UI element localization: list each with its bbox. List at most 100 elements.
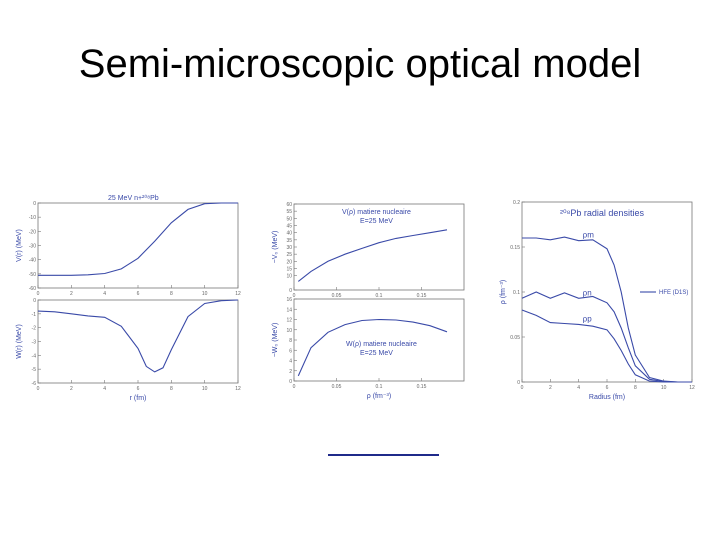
y-axis-label: ρ (fm⁻³) [500,280,507,304]
x-tick-label: 10 [202,386,208,392]
x-tick-label: 2 [549,385,552,391]
y-tick-label: -60 [29,286,36,292]
x-tick-label: 12 [689,385,695,391]
y-tick-label: 0 [289,288,292,294]
panel-title: 25 MeV n+²⁰⁸Pb [108,194,159,202]
series-label: ρn [583,288,592,297]
x-tick-label: 6 [606,385,609,391]
x-tick-label: 0.05 [332,293,342,299]
potential-radial-figure: 0 2 4 6 8 10 120-10-20-30-40-50-60V(r) (MeV)25… [16,194,241,402]
y-tick-label: 2 [289,369,292,375]
y-tick-label: -50 [29,272,36,278]
x-tick-label: 6 [137,386,140,392]
x-tick-label: 8 [634,385,637,391]
y-tick-label: 0.15 [510,245,520,251]
plot-frame [293,203,465,291]
radial-densities-panel: 0 2 4 6 8 10 12 0 0.05 0.1 0.15 0.2 ρ (fm⁻³) Radius (… [500,200,695,401]
y-tick-label: 35 [286,238,292,244]
series-line [38,202,238,276]
series-line [522,236,692,383]
slide-title: Semi-microscopic optical model [78,42,642,86]
y-tick-label: 16 [286,297,292,303]
y-tick-label: 8 [289,338,292,344]
plot-frame [37,299,239,384]
x-tick-label: 0 [293,384,296,390]
y-tick-label: -30 [29,244,36,250]
series-line [521,291,692,383]
y-tick-label: 50 [286,216,292,222]
x-tick-label: 0 [293,293,296,299]
x-tick-label: 0.1 [376,293,383,299]
x-tick-label: 4 [577,385,580,391]
panel-title: V(ρ) matiere nucleaire [342,209,411,216]
y-tick-label: -3 [32,340,37,346]
x-tick-label: 2 [70,291,73,297]
series-label: ρp [583,314,593,323]
y-tick-label: 0.2 [513,200,520,206]
y-tick-label: -4 [32,353,37,359]
y-tick-label: 0 [33,201,36,207]
y-tick-label: -10 [29,215,36,221]
y-tick-label: 12 [286,318,292,324]
blank-underline [328,454,439,456]
y-tick-label: 60 [286,202,292,208]
y-tick-label: 0 [517,380,520,386]
legend-label: HFE (D1S) [659,290,688,296]
y-tick-label: 0 [33,298,36,304]
y-tick-label: 6 [289,348,292,354]
x-tick-label: 10 [661,385,667,391]
real-potential-panel: 0 2 4 6 8 10 12 0 -10 -20 -30 -40 -50 -60 V(r) (MeV) 25… [16,194,241,297]
y-axis-label: −W₀ (MeV) [272,323,279,358]
series-line [297,229,448,282]
y-axis-label: W(r) (MeV) [16,324,23,359]
panel-title: W(ρ) matiere nucleaire [346,341,417,348]
y-tick-label: -20 [29,229,36,235]
y-axis-label: V(r) (MeV) [16,229,23,262]
y-tick-label: 55 [286,209,292,215]
y-tick-label: 40 [286,231,292,237]
series-line [37,299,239,373]
panel-subtitle: E=25 MeV [360,218,393,225]
x-tick-label: 8 [170,291,173,297]
x-tick-label: 0.05 [332,384,342,390]
x-tick-label: 6 [137,291,140,297]
panel-title: ²⁰⁸Pb radial densities [560,208,644,218]
y-tick-label: 45 [286,224,292,230]
x-axis-label: Radius (fm) [589,394,625,401]
x-tick-label: 0 [521,385,524,391]
x-tick-label: 4 [103,386,106,392]
y-tick-label: 20 [286,259,292,265]
x-tick-label: 0 [37,386,40,392]
x-tick-label: 0.15 [417,293,427,299]
x-tick-label: 10 [202,291,208,297]
x-axis-label: ρ (fm⁻³) [367,393,391,400]
y-tick-label: -40 [29,258,36,264]
y-tick-label: 14 [286,307,292,313]
series-label: ρm [583,231,595,240]
y-tick-label: 30 [286,245,292,251]
x-tick-label: 12 [235,291,241,297]
series-line [297,318,448,377]
y-tick-label: 25 [286,252,292,258]
y-tick-label: 10 [286,328,292,334]
x-tick-label: 8 [170,386,173,392]
y-axis-label: −V₀ (MeV) [272,231,279,264]
y-tick-label: 0 [289,379,292,385]
x-tick-label: 0.15 [417,384,427,390]
y-tick-label: 15 [286,267,292,273]
series-line [521,309,692,383]
radial-densities-figure: 0 2 4 6 8 10 12 0 0.05 0.1 0.15 0.2 ρ (fm⁻³) Radius (… [500,200,695,401]
panel-subtitle: E=25 MeV [360,350,393,357]
x-tick-label: 0 [37,291,40,297]
y-tick-label: -5 [32,367,37,373]
x-tick-label: 12 [235,386,241,392]
y-tick-label: -1 [32,312,37,318]
imaginary-potential-panel: 0 2 4 6 8 10 12 0 -1 -2 -3 -4 -5 -6 W(r) (MeV) r (fm) [16,298,241,402]
x-tick-label: 2 [70,386,73,392]
x-tick-label: 0.1 [376,384,383,390]
x-axis-label: r (fm) [130,395,147,402]
y-tick-label: 10 [286,274,292,280]
imaginary-nuclear-matter-panel: 0 0.05 0.1 0.15 0 2 4 6 8 10 12 14 16 −W₀ (MeV) ρ (fm⁻… [272,297,465,400]
